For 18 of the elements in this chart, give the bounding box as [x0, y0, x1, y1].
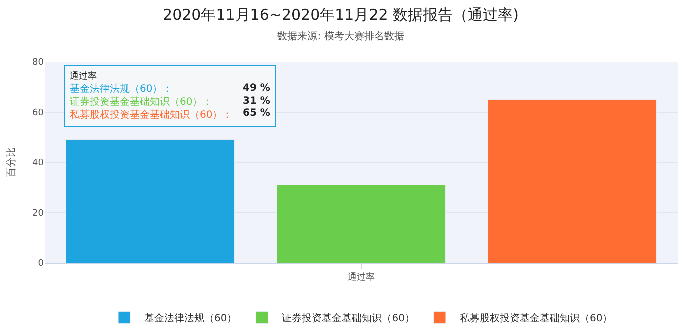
y-axis-title: 百分比	[6, 148, 18, 178]
annotation: 31 %	[243, 96, 270, 107]
annotation: 证券投资基金基础知识（60）：	[70, 96, 213, 108]
y-tick-label: 40	[32, 158, 44, 169]
annotation: 49 %	[243, 83, 270, 94]
annotation: 基金法律法规（60）：	[70, 83, 173, 95]
chart-title: 2020年11月16~2020年11月22 数据报告（通过率)	[163, 6, 519, 24]
chart-subtitle: 数据来源: 模考大赛排名数据	[278, 30, 404, 43]
legend-label: 基金法律法规（60）	[144, 312, 238, 325]
annotation: 通过率	[70, 71, 97, 82]
y-tick-label: 0	[38, 259, 44, 270]
annotation: 65 %	[243, 108, 270, 119]
y-tick-label: 60	[32, 108, 44, 118]
y-tick-label: 20	[32, 208, 44, 219]
y-tick-label: 80	[32, 58, 44, 68]
legend-label: 私募股权投资基金基础知识（60）	[460, 312, 613, 325]
legend-label: 证券投资基金基础知识（60）	[282, 312, 415, 325]
annotation: 私募股权投资基金基础知识（60）：	[70, 109, 233, 121]
